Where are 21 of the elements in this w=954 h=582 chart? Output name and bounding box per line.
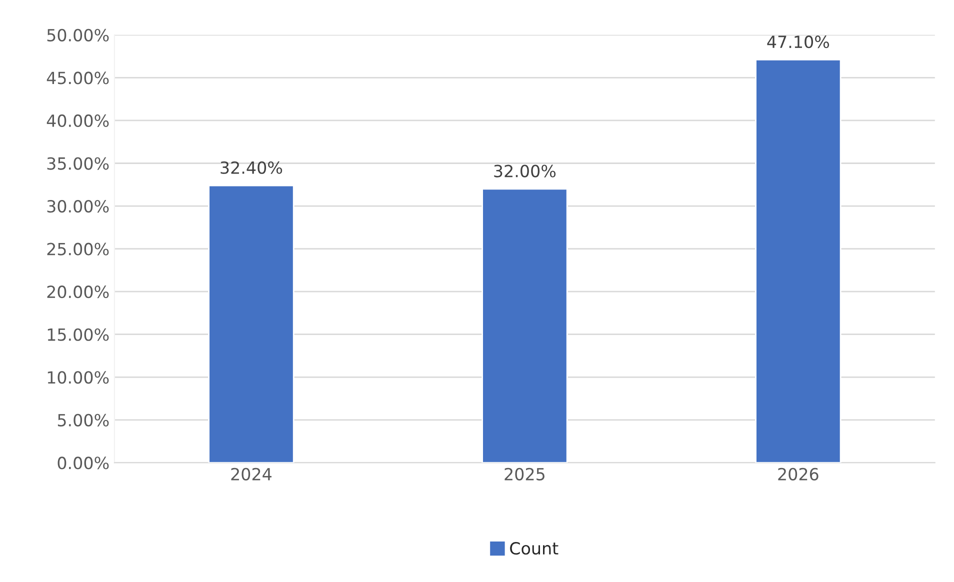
bar [482, 188, 568, 463]
data-label: 32.40% [220, 161, 282, 174]
data-label: 32.00% [494, 164, 556, 178]
y-tick-label: 25.00% [47, 242, 109, 256]
y-tick-label: 15.00% [48, 328, 109, 341]
y-tick-label: 35.00% [47, 157, 109, 170]
data-label: 47.10% [767, 36, 830, 48]
y-tick-label: 30.00% [47, 200, 109, 213]
x-tick-label: 2025 [504, 468, 544, 480]
y-tick-label: 50.00% [47, 28, 109, 42]
y-tick-label: 40.00% [46, 114, 109, 128]
y-tick-label: 0.00% [58, 456, 109, 470]
y-tick-label: 20.00% [47, 286, 109, 298]
x-tick-label: 2024 [231, 468, 272, 480]
bar [755, 59, 842, 463]
bar [208, 184, 294, 463]
y-tick-label: 45.00% [46, 72, 109, 84]
x-tick-label: 2026 [778, 468, 818, 480]
legend-label: Count [510, 542, 558, 555]
y-tick-label: 10.00% [48, 371, 109, 384]
y-tick-label: 5.00% [58, 414, 109, 426]
